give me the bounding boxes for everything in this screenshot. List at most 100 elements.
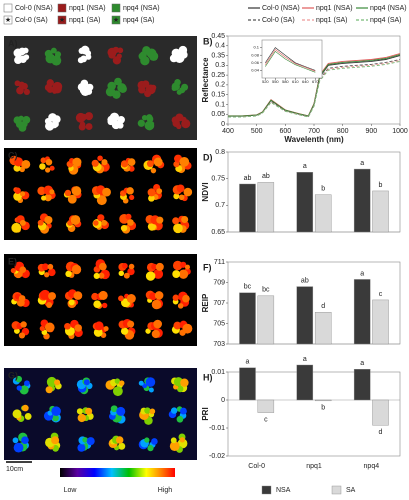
leaf	[118, 295, 124, 302]
x-tick-label: 700	[308, 128, 320, 135]
leaf	[22, 404, 29, 412]
panel-label: G)	[8, 370, 18, 380]
leaf	[181, 116, 187, 123]
bar	[353, 279, 371, 345]
y-tick-label: 0	[221, 121, 225, 128]
significance-letter: d	[379, 429, 383, 436]
leaf	[118, 380, 125, 386]
x-tick-label: Col-0	[248, 463, 265, 470]
leaf	[41, 263, 49, 271]
leaf	[153, 157, 163, 167]
y-tick-label: 0.3	[215, 62, 225, 69]
leaf	[148, 195, 155, 202]
leaf	[23, 88, 30, 96]
leaf	[19, 219, 26, 226]
leaf	[173, 193, 180, 200]
leaf	[71, 264, 82, 275]
leaf	[147, 188, 156, 197]
leaf	[20, 321, 27, 328]
leaf	[46, 376, 57, 387]
leaf	[51, 436, 60, 445]
legend-star-icon: ★	[113, 16, 119, 24]
significance-letter: d	[321, 303, 325, 310]
leaf	[127, 219, 134, 226]
series-line	[228, 59, 401, 118]
leaf	[154, 291, 164, 300]
leaf	[86, 83, 94, 91]
x-axis-label: Wavelenth (nm)	[284, 135, 344, 144]
leaf	[145, 271, 156, 281]
legend-label: Col-0 (SA)	[262, 17, 295, 24]
leaf	[77, 443, 86, 452]
leaf	[67, 194, 77, 204]
leaf	[172, 260, 183, 271]
leaf	[39, 163, 46, 170]
leaf	[40, 157, 47, 164]
leaf	[126, 294, 136, 304]
leaf	[155, 262, 164, 271]
leaf	[156, 188, 163, 194]
x-tick-label: 550	[272, 79, 279, 84]
leaf	[178, 269, 189, 279]
leaf	[74, 324, 82, 332]
leaf	[179, 156, 190, 167]
leaf	[156, 216, 164, 224]
x-tick-label: 610	[292, 79, 299, 84]
y-axis-label: Reflectance	[201, 57, 210, 102]
x-tick-label: 900	[365, 128, 377, 135]
leaf	[83, 379, 90, 386]
leaf	[64, 189, 72, 197]
leaf	[64, 322, 71, 330]
leaf	[148, 387, 154, 393]
y-tick-label: 0.75	[211, 176, 225, 183]
leaf	[182, 294, 190, 303]
leaf	[170, 437, 177, 444]
significance-letter: ab	[301, 277, 309, 284]
leaf	[176, 89, 182, 95]
leaf	[47, 263, 54, 270]
plot-frame	[227, 371, 401, 457]
leaf	[110, 405, 118, 413]
leaf	[146, 160, 154, 168]
leaf	[96, 195, 107, 206]
y-tick-label: 0.4	[215, 43, 225, 50]
bar	[257, 295, 275, 345]
leaf	[76, 408, 84, 415]
leaf	[150, 167, 157, 174]
leaf	[172, 217, 180, 225]
y-tick-label: 0.1	[215, 101, 225, 108]
legend-swatch	[57, 3, 67, 13]
leaf	[84, 112, 94, 121]
y-tick-label: 0.35	[211, 52, 225, 59]
leaf	[79, 121, 86, 128]
leaf	[179, 407, 187, 415]
leaf	[173, 321, 182, 330]
x-tick-label: 520	[262, 79, 269, 84]
leaf	[46, 79, 54, 87]
x-tick-label: 580	[282, 79, 289, 84]
y-tick-label: 0.65	[211, 229, 225, 236]
leaf	[50, 47, 57, 54]
x-tick-label: 500	[251, 128, 263, 135]
leaf	[184, 264, 191, 270]
y-tick-label: 703	[213, 341, 225, 348]
leaf	[120, 327, 129, 335]
leaf	[144, 407, 151, 414]
leaf	[13, 157, 24, 167]
y-tick-label: 0.05	[211, 111, 225, 118]
legend-label: npq1 (SA)	[316, 17, 348, 24]
leaf	[12, 437, 19, 444]
leaf	[51, 406, 61, 416]
y-tick-label: 0.2	[215, 82, 225, 89]
leaf	[144, 437, 150, 443]
series-line	[265, 50, 316, 73]
leaf	[145, 328, 151, 334]
leaf	[98, 272, 105, 279]
significance-letter: bc	[262, 287, 270, 294]
y-tick-label: 711	[214, 259, 225, 266]
series-line	[228, 59, 401, 118]
leaf	[24, 412, 32, 420]
leaf	[49, 189, 55, 195]
leaf	[147, 222, 157, 231]
